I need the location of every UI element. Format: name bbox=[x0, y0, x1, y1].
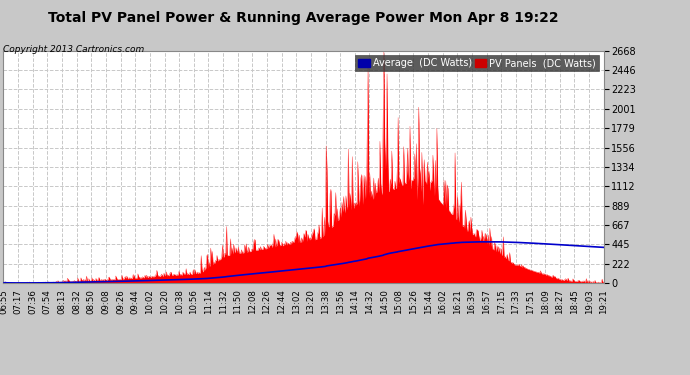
Text: Total PV Panel Power & Running Average Power Mon Apr 8 19:22: Total PV Panel Power & Running Average P… bbox=[48, 11, 559, 25]
Legend: Average  (DC Watts), PV Panels  (DC Watts): Average (DC Watts), PV Panels (DC Watts) bbox=[355, 56, 599, 71]
Text: Copyright 2013 Cartronics.com: Copyright 2013 Cartronics.com bbox=[3, 45, 145, 54]
